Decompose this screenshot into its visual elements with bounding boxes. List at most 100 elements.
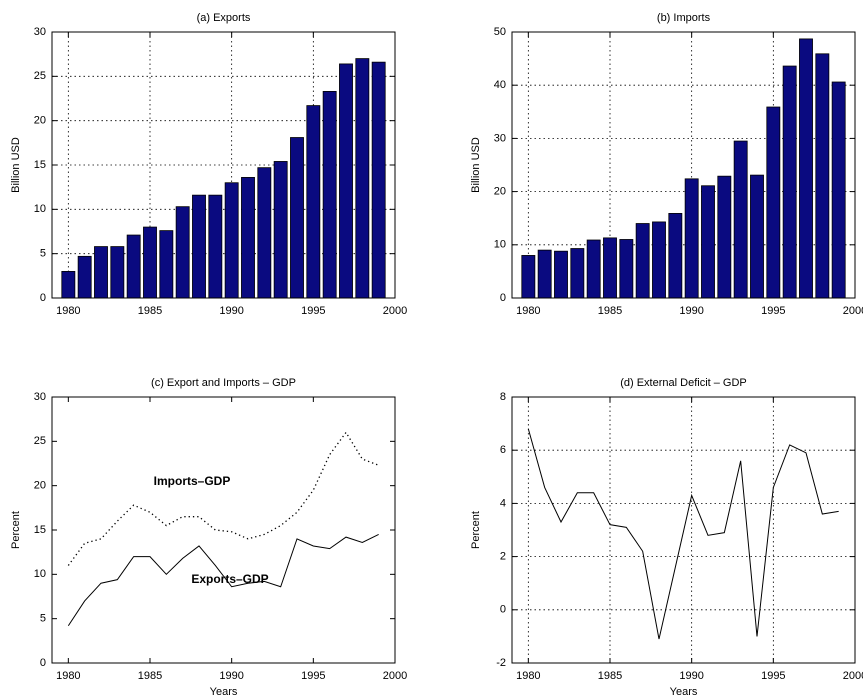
bar [241, 177, 255, 299]
x-tick-label: 1995 [301, 305, 325, 317]
bar [94, 246, 108, 299]
subplot: (c) Export and Imports – GDP Percent Years… [10, 377, 407, 698]
y-tick-label: 2 [500, 551, 506, 563]
x-tick-label: 1990 [219, 305, 243, 317]
y-tick-label: 40 [494, 79, 506, 91]
y-tick-label: 5 [40, 613, 46, 625]
y-tick-label: 30 [34, 26, 46, 38]
bar [603, 237, 617, 299]
x-tick-label: 2000 [383, 670, 407, 682]
bar [684, 178, 699, 299]
x-tick-label: 1980 [56, 670, 80, 682]
bar [554, 250, 568, 299]
y-tick-label: 10 [34, 568, 46, 580]
bar [799, 38, 813, 299]
line [67, 533, 379, 627]
annotation: Exports–GDP [191, 572, 268, 586]
x-tick-label: 1995 [761, 670, 785, 682]
y-tick-label: 25 [34, 70, 46, 82]
y-tick-label: 20 [494, 186, 506, 198]
bar [355, 58, 370, 299]
y-tick-label: 4 [500, 497, 506, 509]
y-tick-label: 15 [34, 524, 46, 536]
bar [782, 65, 797, 299]
bar [257, 167, 272, 299]
axes-frame [51, 31, 396, 299]
bar [586, 239, 601, 299]
x-tick-label: 1980 [56, 305, 80, 317]
bar [537, 249, 552, 299]
y-tick-label: 15 [34, 159, 46, 171]
x-axis-label: Years [670, 686, 698, 698]
plot-area [512, 32, 855, 298]
subplot-title: (a) Exports [197, 12, 251, 24]
bar [339, 63, 353, 299]
y-tick-label: 30 [34, 391, 46, 403]
bar [208, 194, 223, 299]
bar [701, 185, 715, 299]
x-tick-label: 2000 [383, 305, 407, 317]
x-tick-label: 1985 [138, 305, 162, 317]
subplot: (b) Imports Billion USD 1980 1985 1990 1995 20… [470, 12, 863, 317]
y-tick-label: -2 [496, 657, 506, 669]
x-tick-label: 1990 [679, 670, 703, 682]
bar [635, 223, 650, 299]
x-tick-label: 1985 [598, 670, 622, 682]
y-tick-label: 50 [494, 26, 506, 38]
bar [77, 255, 92, 299]
bar [521, 255, 536, 299]
x-tick-label: 1995 [301, 670, 325, 682]
line [67, 431, 379, 566]
x-tick-label: 2000 [843, 305, 863, 317]
y-tick-label: 20 [34, 480, 46, 492]
bar [159, 230, 174, 299]
bar [61, 270, 76, 299]
bar [322, 91, 337, 299]
bar [766, 106, 781, 299]
bar [110, 246, 125, 299]
x-tick-label: 1995 [761, 305, 785, 317]
subplot: (d) External Deficit – GDP Percent Years 19… [470, 377, 863, 698]
y-tick-label: 5 [40, 248, 46, 260]
bar [831, 81, 846, 299]
bar [733, 140, 748, 299]
bar [717, 175, 732, 299]
bar [273, 161, 288, 299]
annotation: Imports–GDP [154, 474, 231, 488]
bar [192, 194, 206, 299]
bar [652, 221, 666, 299]
x-tick-label: 1990 [219, 670, 243, 682]
x-axis-label: Years [210, 686, 238, 698]
y-axis-label: Percent [470, 511, 482, 549]
y-tick-label: 25 [34, 435, 46, 447]
y-tick-label: 8 [500, 391, 506, 403]
bar [306, 105, 321, 299]
y-tick-label: 0 [500, 292, 506, 304]
y-tick-label: 0 [40, 657, 46, 669]
bar [619, 239, 634, 299]
axes-frame [51, 396, 396, 664]
axes-frame [511, 396, 856, 664]
bar [126, 234, 141, 299]
bar [175, 206, 190, 299]
x-tick-label: 1985 [138, 670, 162, 682]
bar [371, 61, 386, 299]
x-tick-label: 1980 [516, 305, 540, 317]
line [527, 428, 839, 640]
y-tick-label: 30 [494, 132, 506, 144]
subplot-title: (d) External Deficit – GDP [620, 377, 747, 389]
x-tick-label: 1990 [679, 305, 703, 317]
bar [290, 137, 304, 299]
y-tick-label: 0 [500, 604, 506, 616]
x-tick-label: 1980 [516, 670, 540, 682]
x-tick-label: 1985 [598, 305, 622, 317]
y-tick-label: 10 [494, 239, 506, 251]
x-tick-label: 2000 [843, 670, 863, 682]
bar [143, 226, 157, 299]
axes-frame [511, 31, 856, 299]
y-axis-label: Billion USD [10, 137, 22, 193]
subplot-title: (c) Export and Imports – GDP [151, 377, 296, 389]
subplot: (a) Exports Billion USD 1980 1985 1990 1995 20… [10, 12, 407, 317]
y-axis-label: Billion USD [470, 137, 482, 193]
